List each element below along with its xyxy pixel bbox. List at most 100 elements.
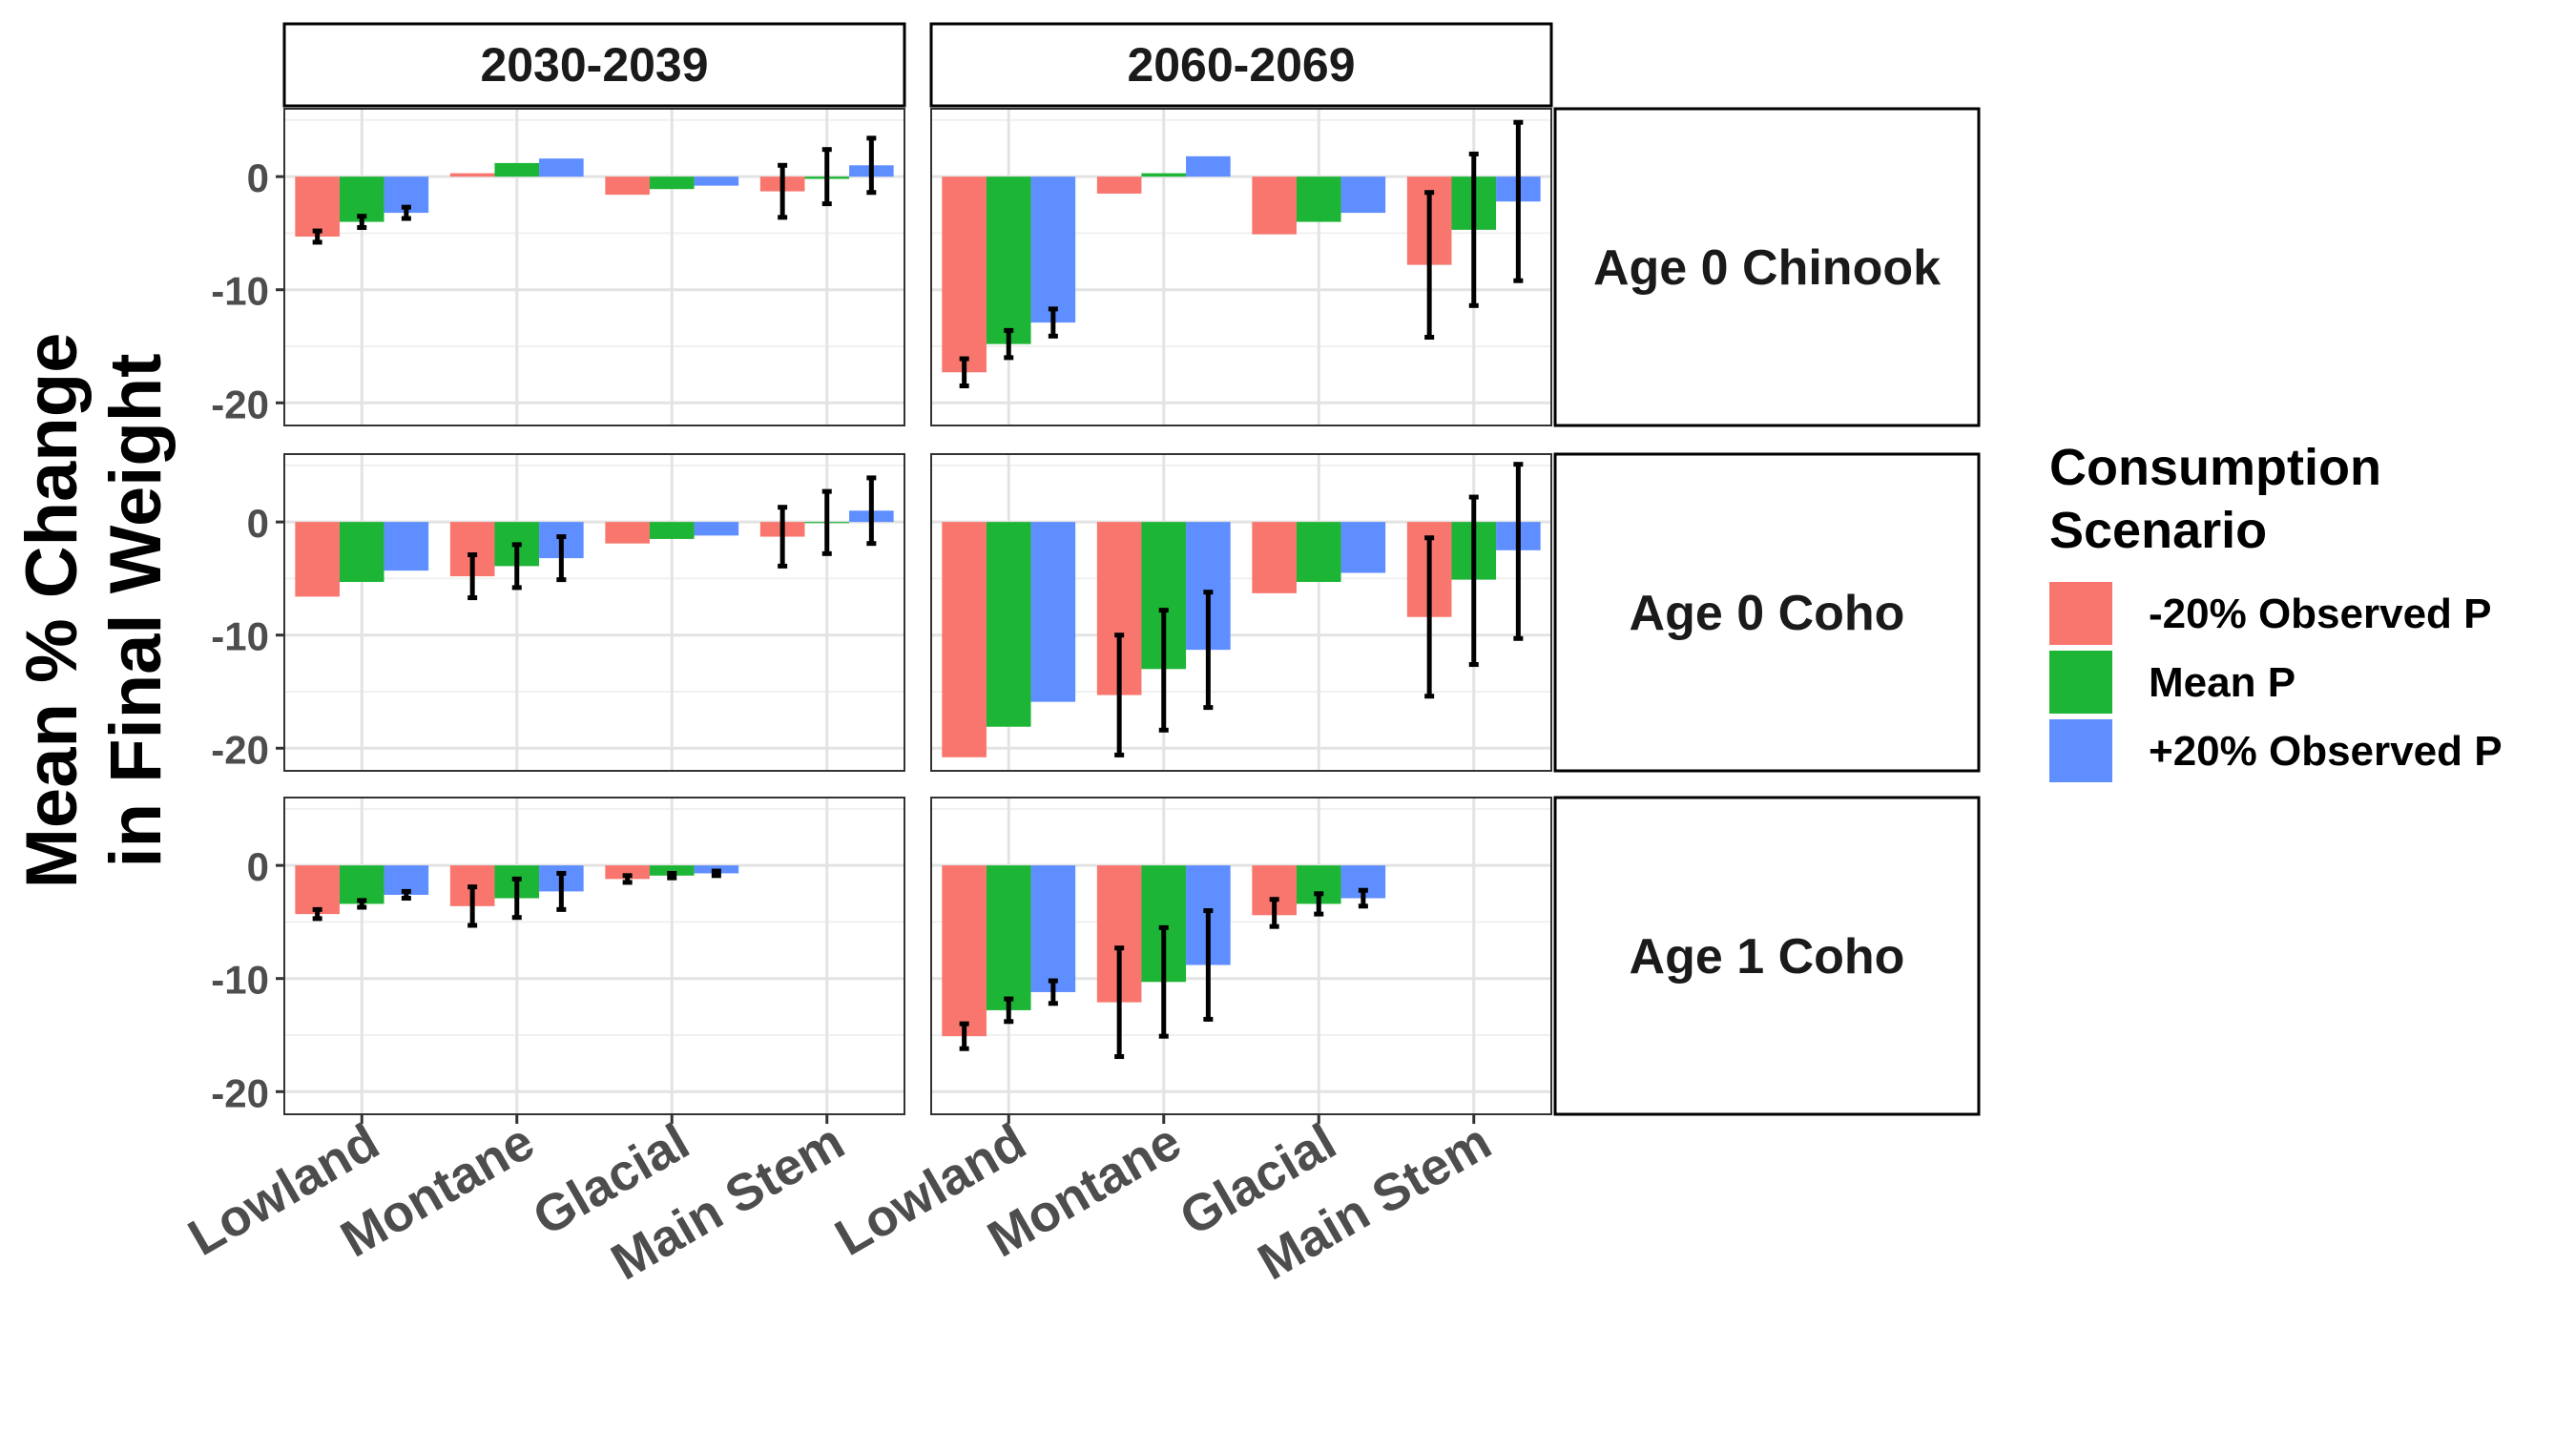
facet-panels: 0 -10 -20 0 -10 -20 0 -10 -20 <box>211 108 1552 1115</box>
bar-mean-p-glacial <box>649 176 695 190</box>
bar-20-observed-p-glacial <box>1340 176 1386 214</box>
panel-age-0-chinook-2030-2039: 0 -10 -20 <box>211 108 905 426</box>
row-strip-label: Age 0 Coho <box>1630 586 1905 641</box>
error-bar <box>357 898 367 910</box>
error-bar <box>821 488 832 556</box>
bar-20-observed-p-lowland <box>1030 176 1076 323</box>
y-axis-title-line: Mean % Change <box>11 333 93 889</box>
bar-mean-p-glacial <box>649 865 695 876</box>
error-bar <box>1513 462 1524 641</box>
error-bar <box>1203 590 1214 711</box>
legend-label-mean-p: Mean P <box>2149 659 2296 706</box>
bar-20-observed-p-lowland <box>942 176 987 373</box>
column-strip-label: 2060-2069 <box>1127 38 1355 92</box>
column-strip-label: 2030-2039 <box>480 38 708 92</box>
error-bar <box>1004 327 1014 361</box>
bar-20-observed-p-glacial <box>605 176 650 196</box>
row-strip-box <box>1553 452 1981 773</box>
error-bar <box>511 542 522 591</box>
bar-mean-p-glacial <box>1296 522 1341 582</box>
error-bar <box>622 873 633 885</box>
bar-20-observed-p-glacial <box>694 176 739 186</box>
error-bar <box>778 162 788 220</box>
error-bar <box>1158 608 1169 733</box>
panel-border <box>930 108 1552 426</box>
panel-age-1-coho-2030-2039: 0 -10 -20 <box>211 797 905 1115</box>
error-bar <box>556 870 567 912</box>
bar-20-observed-p-lowland <box>1030 522 1076 702</box>
row-strip-label: Age 1 Coho <box>1630 929 1905 985</box>
bar-mean-p-lowland <box>339 865 384 904</box>
error-bar <box>1114 633 1125 757</box>
error-bar <box>1048 306 1058 339</box>
error-bar <box>1004 996 1014 1025</box>
panel-background <box>284 109 904 425</box>
y-tick-label: -10 <box>211 269 269 314</box>
legend-key-20-observed-p <box>2049 582 2112 645</box>
bar-mean-p-glacial <box>649 522 695 539</box>
legend-label-20-observed-p: -20% Observed P <box>2149 591 2492 637</box>
y-tick-label: -20 <box>211 727 269 772</box>
error-bar <box>1269 897 1279 929</box>
error-bar <box>312 906 322 922</box>
bar-20-observed-p-lowland <box>1030 865 1076 992</box>
bar-mean-p-lowland <box>986 865 1031 1010</box>
bar-20-observed-p-lowland <box>295 176 340 237</box>
error-bar <box>556 534 567 583</box>
column-strip-box <box>929 22 1553 108</box>
bar-20-observed-p-lowland <box>942 865 987 1037</box>
legend-label-20-observed-p: +20% Observed P <box>2149 728 2503 775</box>
y-tick-label: 0 <box>247 501 269 546</box>
column-strips: 2030-2039 2060-2069 <box>282 22 1553 108</box>
panel-age-0-coho-2060-2069 <box>930 453 1552 772</box>
y-tick-label: 0 <box>247 844 269 889</box>
legend-title-line: Scenario <box>2049 502 2267 559</box>
error-bar <box>357 214 367 230</box>
bar-20-observed-p-montane <box>539 158 584 177</box>
bar-20-observed-p-montane <box>1186 156 1231 177</box>
bar-20-observed-p-glacial <box>1340 522 1386 573</box>
error-bar <box>312 228 322 245</box>
error-bar <box>711 868 721 879</box>
error-bar <box>1158 924 1169 1039</box>
y-tick-label: -10 <box>211 614 269 659</box>
legend-title-line: Consumption <box>2049 439 2381 496</box>
legend: Consumption Scenario -20% Observed P Mean P… <box>2049 439 2503 782</box>
panel-border <box>930 453 1552 772</box>
error-bar <box>1468 151 1479 308</box>
panel-age-1-coho-2060-2069 <box>930 797 1552 1115</box>
panel-border <box>930 797 1552 1115</box>
error-bar <box>1513 119 1524 283</box>
error-bar <box>1048 978 1058 1006</box>
bar-mean-p-glacial <box>1296 176 1341 222</box>
panel-age-0-chinook-2060-2069 <box>930 108 1552 426</box>
error-bar <box>511 876 522 921</box>
error-bar <box>467 884 478 928</box>
panel-background <box>284 454 904 771</box>
error-bar <box>959 356 969 388</box>
error-bar <box>1468 494 1479 668</box>
bar-20-observed-p-glacial <box>1252 176 1297 235</box>
error-bar <box>401 888 411 902</box>
panel-background <box>284 798 904 1114</box>
bar-20-observed-p-glacial <box>694 522 739 536</box>
error-bar <box>866 475 877 547</box>
column-strip-box <box>282 22 906 108</box>
legend-key-mean-p <box>2049 651 2112 714</box>
bar-mean-p-lowland <box>986 522 1031 727</box>
bar-20-observed-p-glacial <box>605 865 650 880</box>
row-strip-box <box>1553 107 1981 427</box>
y-axis-title-line: in Final Weight <box>95 353 177 867</box>
row-strip-label: Age 0 Chinook <box>1593 240 1941 296</box>
error-bar <box>401 204 411 221</box>
y-tick-label: -10 <box>211 958 269 1003</box>
error-bar <box>1203 908 1214 1022</box>
bar-20-observed-p-lowland <box>942 522 987 757</box>
y-tick-label: -20 <box>211 1070 269 1115</box>
panel-border <box>283 108 905 426</box>
bar-mean-p-montane <box>1141 173 1187 177</box>
bar-20-observed-p-glacial <box>605 522 650 544</box>
bar-20-observed-p-montane <box>449 173 495 177</box>
